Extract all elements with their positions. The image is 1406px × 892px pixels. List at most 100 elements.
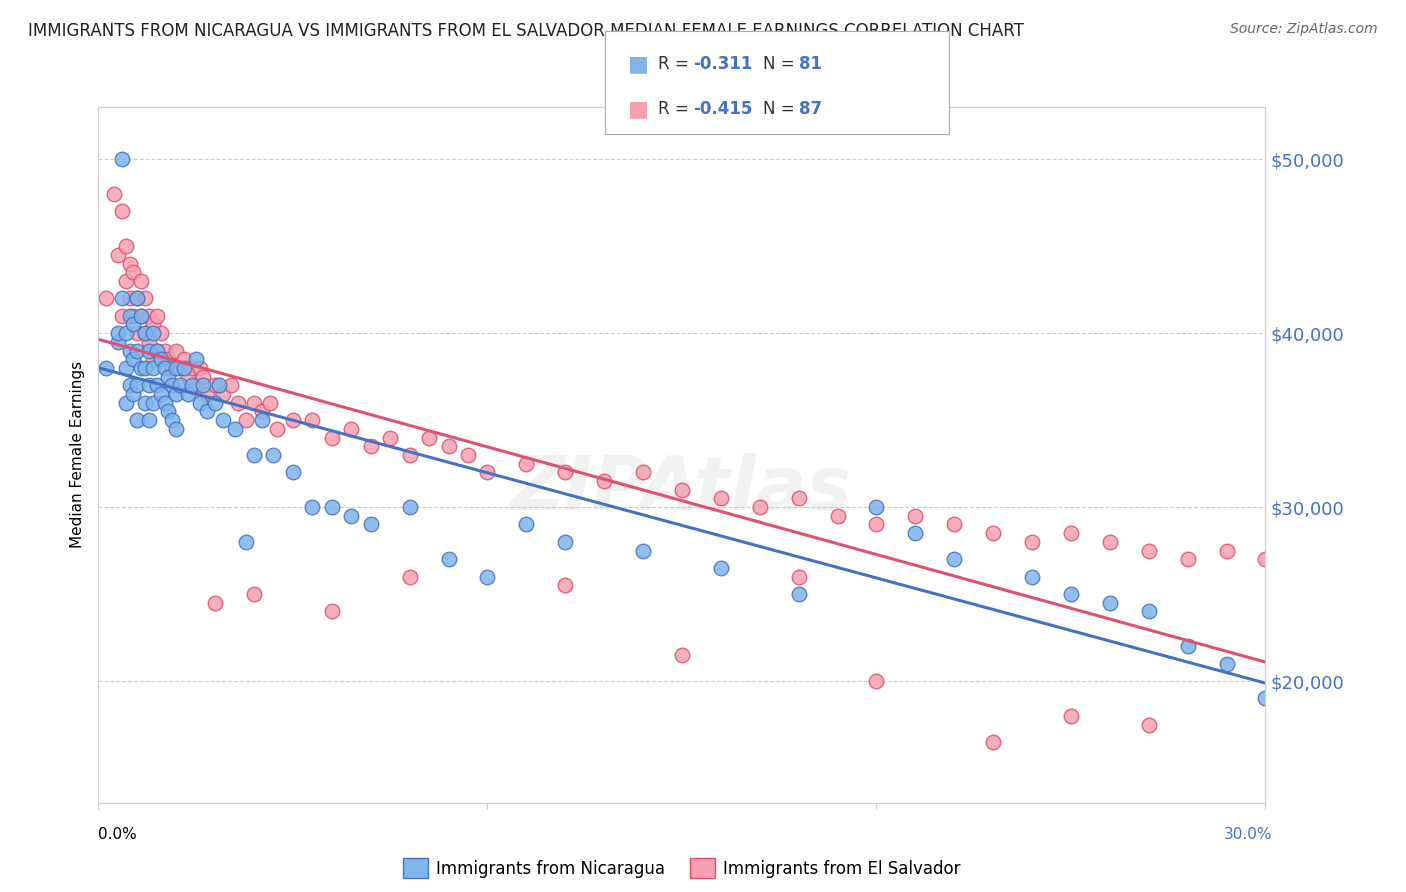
Point (208, 378, 231, 392)
Point (631, 543, 654, 558)
Point (138, 343, 160, 358)
Point (138, 309, 160, 323)
Point (281, 413, 304, 427)
Point (437, 439, 460, 453)
Point (153, 361, 176, 376)
Point (259, 396, 281, 410)
Point (1060, 587, 1083, 601)
Point (398, 500, 420, 515)
Point (118, 291, 141, 305)
Point (184, 352, 207, 367)
Point (865, 500, 887, 515)
Point (593, 474, 616, 488)
Point (212, 387, 235, 401)
Point (188, 361, 211, 376)
Point (118, 309, 141, 323)
Point (827, 508, 849, 523)
Point (1215, 657, 1237, 671)
Text: R =: R = (658, 54, 695, 73)
Point (165, 422, 187, 436)
Point (107, 326, 129, 341)
Point (1060, 526, 1083, 541)
Point (111, 309, 134, 323)
Point (1215, 543, 1237, 558)
Point (146, 309, 169, 323)
Point (321, 500, 343, 515)
Point (219, 378, 242, 392)
Point (398, 448, 420, 462)
Point (142, 352, 165, 367)
Point (127, 291, 149, 305)
Point (157, 404, 180, 418)
Point (1254, 691, 1277, 706)
Point (1098, 535, 1121, 549)
Point (787, 587, 810, 601)
Point (981, 526, 1004, 541)
Point (301, 500, 323, 515)
Text: N =: N = (763, 100, 800, 118)
Point (243, 448, 266, 462)
Point (149, 387, 172, 401)
Point (235, 413, 257, 427)
Point (114, 326, 136, 341)
Point (177, 387, 200, 401)
Point (146, 343, 169, 358)
Text: 87: 87 (799, 100, 821, 118)
Point (378, 431, 402, 445)
Point (1177, 552, 1199, 566)
Point (1137, 543, 1160, 558)
Point (710, 491, 733, 506)
Point (107, 334, 129, 349)
Text: IMMIGRANTS FROM NICARAGUA VS IMMIGRANTS FROM EL SALVADOR MEDIAN FEMALE EARNINGS : IMMIGRANTS FROM NICARAGUA VS IMMIGRANTS … (28, 22, 1024, 40)
Point (173, 361, 195, 376)
Point (204, 596, 226, 610)
Point (228, 396, 250, 410)
Text: 81: 81 (799, 54, 821, 73)
Point (165, 343, 187, 358)
Point (111, 153, 134, 167)
Point (243, 587, 266, 601)
Point (340, 508, 363, 523)
Point (477, 570, 499, 584)
Point (134, 326, 156, 341)
Point (398, 570, 420, 584)
Point (142, 396, 165, 410)
Point (103, 187, 125, 202)
Point (180, 361, 202, 376)
Text: N =: N = (763, 54, 800, 73)
Point (111, 204, 134, 219)
Legend: Immigrants from Nicaragua, Immigrants from El Salvador: Immigrants from Nicaragua, Immigrants fr… (396, 851, 967, 885)
Point (149, 326, 172, 341)
Point (904, 526, 927, 541)
Point (127, 378, 149, 392)
Text: ■: ■ (628, 54, 650, 74)
Point (250, 404, 273, 418)
Point (1098, 596, 1121, 610)
Point (360, 517, 382, 532)
Point (114, 239, 136, 253)
Point (114, 396, 136, 410)
Point (127, 291, 149, 305)
Point (118, 343, 141, 358)
Point (204, 378, 226, 392)
Point (554, 578, 576, 592)
Point (301, 413, 323, 427)
Point (340, 422, 363, 436)
Point (114, 274, 136, 288)
Point (1254, 552, 1277, 566)
Text: 0.0%: 0.0% (98, 827, 138, 841)
Point (129, 361, 152, 376)
Point (122, 309, 145, 323)
Point (981, 735, 1004, 749)
Point (122, 387, 145, 401)
Point (477, 466, 499, 480)
Point (142, 361, 165, 376)
Point (943, 552, 966, 566)
Point (515, 457, 537, 471)
Point (129, 309, 152, 323)
Point (943, 517, 966, 532)
Point (457, 448, 479, 462)
Point (212, 413, 235, 427)
Point (169, 378, 191, 392)
Point (554, 535, 576, 549)
